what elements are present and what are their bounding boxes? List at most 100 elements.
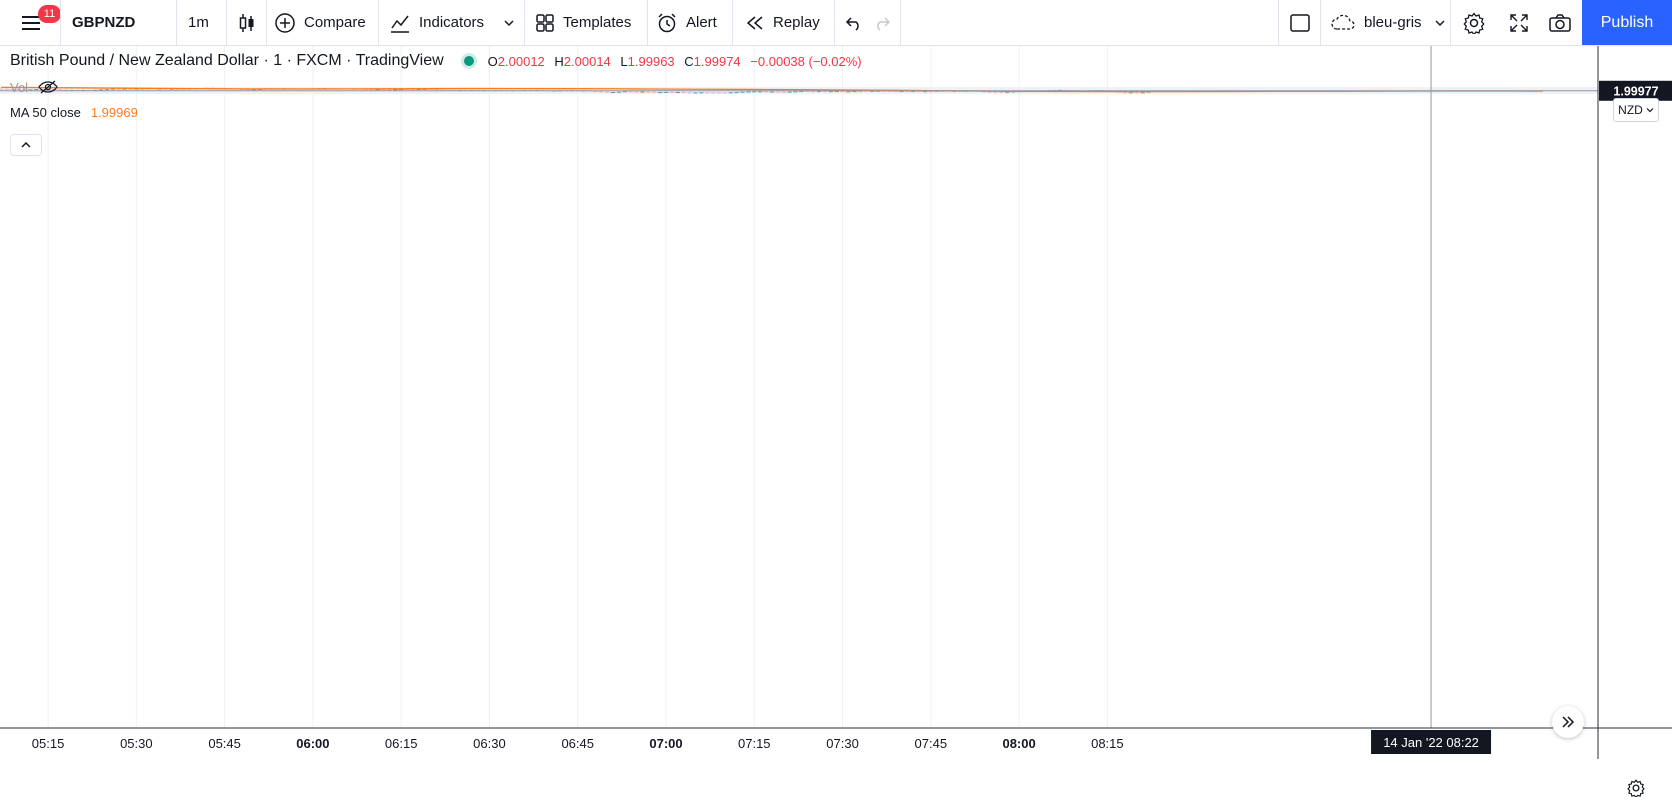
ma-line-layer [0,86,1543,93]
candle-up [675,91,680,93]
chevron-down-icon [1646,108,1654,113]
open-prefix: O [487,53,498,69]
candle-body [98,89,104,91]
candle-body [422,88,427,90]
settings-button[interactable] [1462,0,1486,45]
scroll-to-realtime-button[interactable] [1552,706,1584,738]
candle-body [393,89,398,91]
candle-body [34,89,39,91]
candle-down [0,88,4,90]
undo-button[interactable] [842,0,866,45]
collapse-legend-button[interactable] [10,134,42,156]
chart-pane[interactable]: 2.001802.001602.001402.001202.001002.000… [0,46,1672,797]
candle-down [646,91,651,93]
fullscreen-button[interactable] [1507,0,1531,45]
axis-settings-button[interactable] [1624,776,1648,800]
currency-selector[interactable]: NZD [1613,98,1659,122]
candle-body [775,91,781,93]
select-layout-button[interactable] [1288,0,1312,45]
candle-up [699,92,704,94]
candle-body [375,89,380,91]
indicators-dropdown[interactable] [503,0,521,45]
candle-body [987,91,992,93]
time-tick-label: 06:45 [561,736,594,751]
candle-body [869,90,875,92]
crosshair-price-label: 1.99977 [1613,84,1658,98]
candle-down [999,91,1004,93]
candle-body [710,92,716,94]
candle-body [428,88,433,90]
axes: 2.001802.001602.001402.001202.001002.000… [0,46,1672,759]
candle-body [245,89,251,91]
candle-body [110,88,116,90]
chart-type-button[interactable] [233,0,261,45]
candle-body [369,89,374,91]
candle-up [846,91,851,93]
candle-body [893,91,898,93]
gear-icon [1627,779,1645,797]
symbol-search-button[interactable]: GBPNZD [72,0,172,45]
candle-body [999,91,1004,93]
time-tick-label: 07:00 [649,736,682,751]
candle-body [404,89,410,91]
candle-up [98,89,104,91]
candle-down [775,91,781,93]
replay-button[interactable]: Replay [745,0,831,45]
top-toolbar: 11 GBPNZD 1m Compare Indicators Template… [0,0,1672,46]
low-prefix: L [620,53,628,69]
publish-button[interactable]: Publish [1582,0,1672,45]
candle-body [816,91,822,93]
snapshot-button[interactable] [1548,0,1572,45]
redo-button[interactable] [870,0,894,45]
candle-down [681,91,686,93]
candle-body [840,90,845,92]
indicators-button[interactable]: Indicators [389,0,491,45]
candle-up [1128,92,1134,94]
candle-body [63,89,68,91]
close-value: 1.99974 [693,53,741,69]
candle-body [628,91,633,93]
candle-body [757,91,763,93]
low-value: 1.99963 [627,53,675,69]
candle-body [899,91,904,93]
candle-body [828,91,833,93]
chevron-down-icon [1435,19,1445,26]
notification-badge: 11 [38,5,61,23]
price-chart[interactable]: 2.001802.001602.001402.001202.001002.000… [0,46,1672,759]
candle-body [905,91,910,93]
alert-button[interactable]: Alert [656,0,726,45]
layout-name-button[interactable]: bleu-gris [1330,0,1446,45]
candle-body [640,91,645,93]
candle-body [769,91,775,93]
interval-button[interactable]: 1m [188,0,220,45]
candle-down [716,92,722,94]
candle-down [63,89,68,91]
candle-body [675,91,680,93]
candle-down [16,88,21,91]
candle-body [622,91,628,93]
plus-circle-icon [275,12,295,33]
candle-down [687,92,692,94]
compare-button[interactable]: Compare [274,0,374,45]
candle-body [687,92,692,94]
menu-button[interactable]: 11 [6,0,61,45]
eye-hidden-icon[interactable] [38,79,58,95]
time-tick-label: 08:00 [1002,736,1035,751]
ohlc-values: O2.00012 H2.00014 L1.99963 C1.99974 −0.0… [488,54,862,69]
market-status-dot [463,56,474,66]
time-tick-label: 05:45 [208,736,241,751]
candle-body [604,91,610,93]
candle-body [993,91,998,93]
candle-up [28,89,33,91]
candle-body [387,89,392,91]
candle-down [434,89,439,91]
candle-body [722,92,728,94]
candle-up [110,88,116,90]
candle-up [746,91,751,93]
templates-button[interactable]: Templates [535,0,643,45]
candle-body [752,91,757,93]
candle-body [728,92,733,94]
volume-legend[interactable]: Vol [10,79,58,95]
undo-icon [845,16,859,31]
ma-legend[interactable]: MA 50 close 1.99969 [10,105,138,120]
